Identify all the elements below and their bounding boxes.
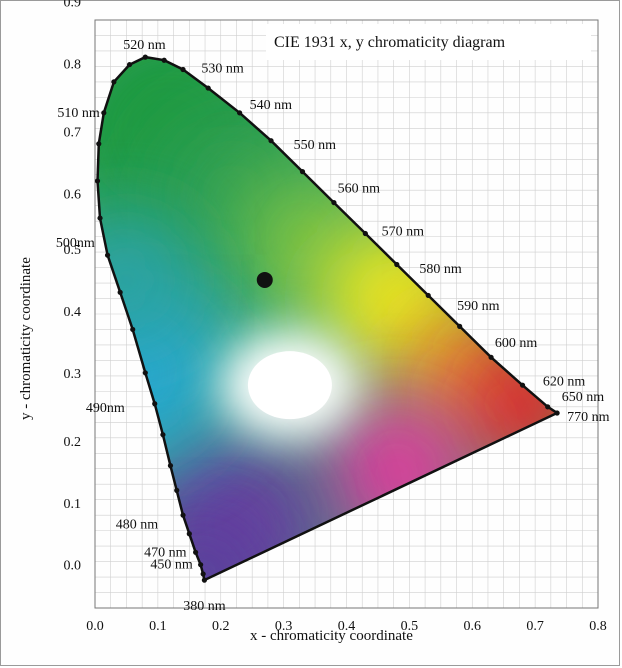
locus-dot xyxy=(161,57,167,63)
locus-dot xyxy=(142,370,148,376)
locus-dot xyxy=(126,61,133,68)
locus-dot xyxy=(186,531,192,537)
y-tick-label: 0.3 xyxy=(64,367,82,382)
wavelength-label: 580 nm xyxy=(419,262,462,277)
locus-dot xyxy=(152,401,158,407)
locus-dot xyxy=(331,199,337,206)
x-tick-label: 0.0 xyxy=(86,619,104,634)
locus-dot xyxy=(201,577,208,583)
y-tick-label: 0.9 xyxy=(64,0,82,10)
x-tick-label: 0.8 xyxy=(589,619,607,634)
locus-dot xyxy=(237,110,243,116)
x-tick-label: 0.5 xyxy=(401,619,419,634)
locus-dot xyxy=(198,562,204,568)
locus-dot xyxy=(111,79,117,85)
white-point-marker xyxy=(256,271,273,288)
locus-dot xyxy=(362,230,368,237)
locus-dot xyxy=(167,463,174,469)
y-tick-label: 0.6 xyxy=(64,187,82,202)
chart-title-box: CIE 1931 x, y chromaticity diagram xyxy=(266,24,591,60)
x-tick-label: 0.2 xyxy=(212,619,230,634)
y-tick-label: 0.7 xyxy=(64,125,82,140)
wavelength-labels: 520 nm 530 nm 540 nm 550 nm 560 nm 570 nm 580 … xyxy=(56,38,610,614)
locus-dot xyxy=(174,487,180,493)
locus-dot xyxy=(394,261,400,268)
y-axis-label: y - chromaticity coordinate xyxy=(18,257,34,420)
locus-dot xyxy=(519,382,526,388)
wavelength-label: 560 nm xyxy=(338,181,381,196)
locus-dot xyxy=(205,85,211,91)
wavelength-label: 590 nm xyxy=(457,299,500,314)
locus-dot xyxy=(101,110,107,116)
locus-dot xyxy=(554,410,560,416)
x-axis-label: x - chromaticity coordinate xyxy=(250,628,413,644)
wavelength-label: 490nm xyxy=(86,401,125,416)
locus-dot xyxy=(97,215,103,221)
locus-dot xyxy=(142,54,148,60)
y-tick-label: 0.1 xyxy=(64,497,82,512)
x-tick-label: 0.1 xyxy=(149,619,167,634)
locus-dot xyxy=(299,169,306,175)
locus-dot xyxy=(488,354,494,360)
wavelength-label: 480 nm xyxy=(116,517,159,532)
locus-dot xyxy=(94,178,101,184)
wavelength-label: 650 nm xyxy=(562,390,605,405)
wavelength-label: 550 nm xyxy=(294,138,337,153)
wavelength-label: 470 nm xyxy=(144,545,187,560)
locus-dot xyxy=(117,289,123,295)
x-tick-label: 0.7 xyxy=(526,619,544,634)
axis-ticks: 0.0 0.1 0.2 0.3 0.4 0.5 0.6 0.7 0.8 0.0 0.1 0.2 0.3 0… xyxy=(64,0,607,634)
locus-dot xyxy=(200,571,206,577)
chart-title: CIE 1931 x, y chromaticity diagram xyxy=(274,34,506,51)
y-tick-label: 0.5 xyxy=(64,243,82,258)
locus-dot xyxy=(268,138,274,144)
wavelength-label: 500nm xyxy=(56,236,95,251)
locus-dot xyxy=(180,66,186,73)
wavelength-label: 600 nm xyxy=(495,336,538,351)
locus-dot xyxy=(104,252,111,258)
y-tick-label: 0.4 xyxy=(64,305,82,320)
locus-dot xyxy=(193,549,199,555)
locus-dot xyxy=(545,404,551,410)
locus-dot xyxy=(96,141,102,147)
locus-dot xyxy=(180,512,186,518)
wavelength-label: 570 nm xyxy=(382,225,425,240)
x-tick-label: 0.6 xyxy=(464,619,482,634)
locus-dot xyxy=(130,326,136,333)
wavelength-label: 620 nm xyxy=(543,374,586,389)
plot-border xyxy=(94,19,599,609)
wavelength-label: 450 nm xyxy=(150,558,193,573)
wavelength-label: 510 nm xyxy=(57,106,100,121)
y-tick-label: 0.0 xyxy=(64,559,82,574)
x-tick-label: 0.3 xyxy=(275,619,293,634)
wavelength-label: 380 nm xyxy=(183,599,226,614)
wavelength-label: 770 nm xyxy=(567,410,610,425)
y-tick-label: 0.2 xyxy=(64,435,82,450)
locus-points xyxy=(94,54,560,583)
wavelength-label: 540 nm xyxy=(250,98,292,113)
y-tick-label: 0.8 xyxy=(64,57,82,72)
locus-dot xyxy=(160,432,166,438)
x-tick-label: 0.4 xyxy=(338,619,356,634)
wavelength-label: 530 nm xyxy=(201,61,244,76)
wavelength-label: 520 nm xyxy=(123,38,166,53)
locus-dot xyxy=(425,292,431,299)
locus-dot xyxy=(457,323,463,329)
